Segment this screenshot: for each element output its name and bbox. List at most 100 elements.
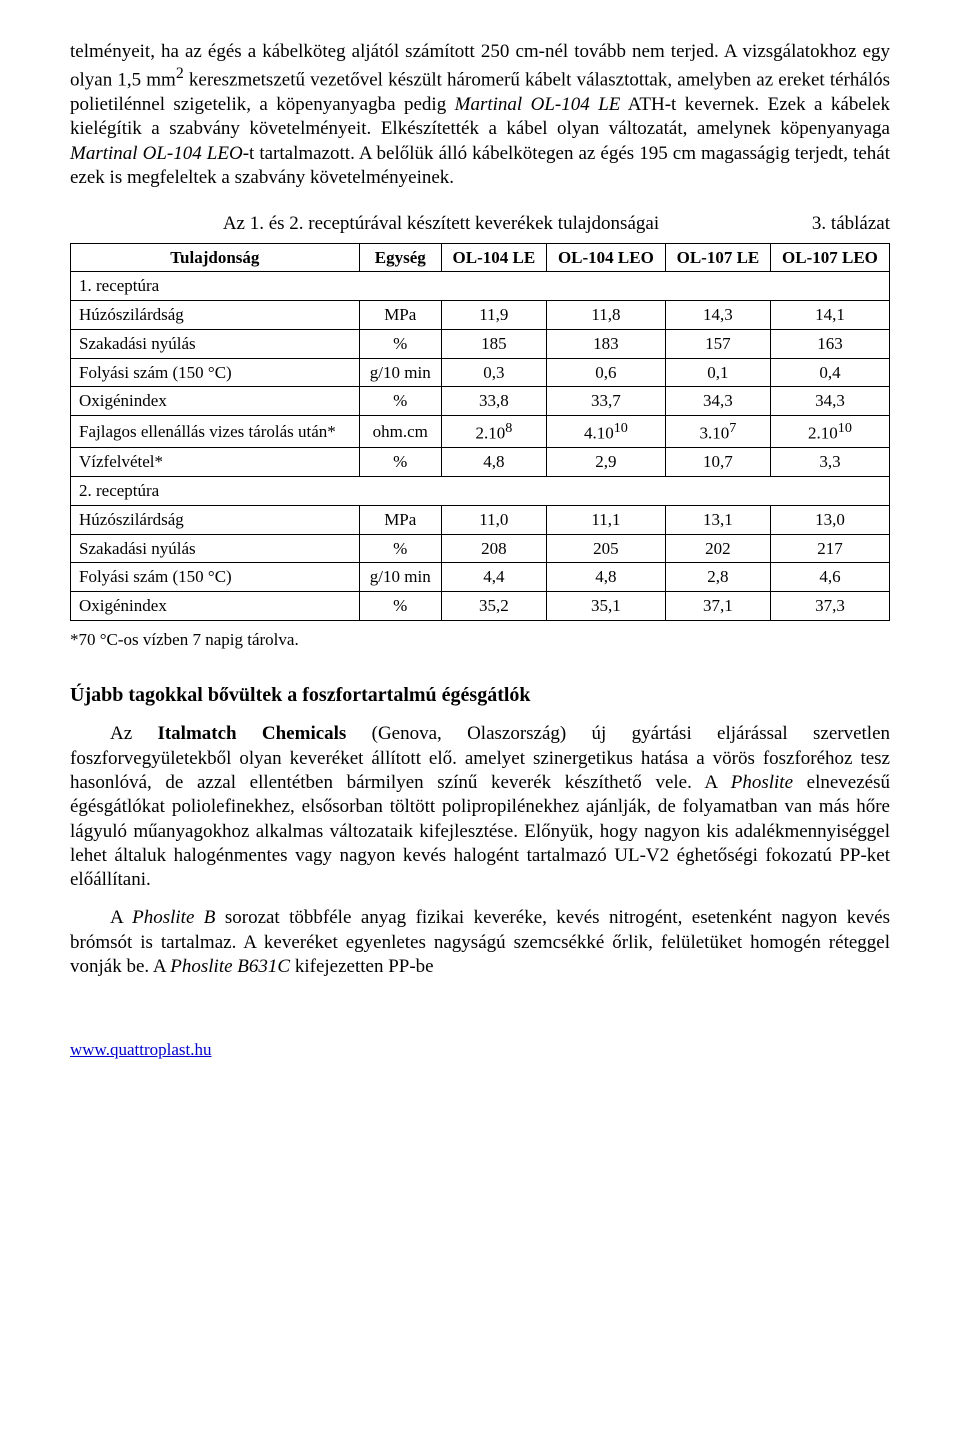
p2-italmatch: Italmatch Chemicals: [157, 723, 346, 744]
cell-label: Folyási szám (150 °C): [71, 563, 360, 592]
p3-e: kifejezetten PP-be: [290, 956, 434, 977]
cell-val: 11,1: [546, 505, 665, 534]
cell-val: 3.107: [665, 416, 770, 448]
cell-val: 4,8: [546, 563, 665, 592]
cell-val: 10,7: [665, 448, 770, 477]
th-ol107le: OL-107 LE: [665, 243, 770, 272]
th-ol104leo: OL-104 LEO: [546, 243, 665, 272]
p3-phoslite-b: Phoslite B: [132, 907, 215, 928]
cell-val: 208: [441, 534, 546, 563]
cell-val: 2.108: [441, 416, 546, 448]
cell-unit: %: [359, 448, 441, 477]
cell-unit: %: [359, 329, 441, 358]
cell-unit: %: [359, 387, 441, 416]
cell-val: 4,4: [441, 563, 546, 592]
cell-val: 0,6: [546, 358, 665, 387]
cell-val: 217: [770, 534, 889, 563]
cell-val: 202: [665, 534, 770, 563]
table-row: Oxigénindex % 33,8 33,7 34,3 34,3: [71, 387, 890, 416]
cell-val: 33,7: [546, 387, 665, 416]
properties-table: Tulajdonság Egység OL-104 LE OL-104 LEO …: [70, 243, 890, 621]
resist-base: 4.10: [584, 424, 614, 443]
cell-val: 0,3: [441, 358, 546, 387]
cell-unit: MPa: [359, 301, 441, 330]
cell-val: 4,6: [770, 563, 889, 592]
cell-unit: g/10 min: [359, 358, 441, 387]
table-row: Húzószilárdság MPa 11,0 11,1 13,1 13,0: [71, 505, 890, 534]
section-2-label: 2. receptúra: [71, 477, 890, 506]
resist-exp: 10: [838, 420, 852, 436]
th-unit: Egység: [359, 243, 441, 272]
cell-unit: %: [359, 534, 441, 563]
cell-unit: %: [359, 592, 441, 621]
cell-label: Szakadási nyúlás: [71, 329, 360, 358]
table-row: Oxigénindex % 35,2 35,1 37,1 37,3: [71, 592, 890, 621]
cell-val: 35,1: [546, 592, 665, 621]
paragraph-1: telményeit, ha az égés a kábelköteg aljá…: [70, 40, 890, 190]
table-section-2: 2. receptúra: [71, 477, 890, 506]
p2-phoslite: Phoslite: [731, 772, 793, 793]
cell-label: Folyási szám (150 °C): [71, 358, 360, 387]
cell-label: Húzószilárdság: [71, 505, 360, 534]
cell-val: 0,4: [770, 358, 889, 387]
table-row: Vízfelvétel* % 4,8 2,9 10,7 3,3: [71, 448, 890, 477]
p1-martinal-1: Martinal OL-104 LE: [455, 94, 621, 115]
cell-unit: g/10 min: [359, 563, 441, 592]
cell-label: Oxigénindex: [71, 592, 360, 621]
table-header-row: Tulajdonság Egység OL-104 LE OL-104 LEO …: [71, 243, 890, 272]
footer-link[interactable]: www.quattroplast.hu: [70, 1039, 890, 1061]
p3-a: A: [110, 907, 132, 928]
cell-val: 4,8: [441, 448, 546, 477]
cell-val: 11,0: [441, 505, 546, 534]
table-row: Szakadási nyúlás % 208 205 202 217: [71, 534, 890, 563]
cell-val: 33,8: [441, 387, 546, 416]
cell-label: Húzószilárdság: [71, 301, 360, 330]
cell-val: 2.1010: [770, 416, 889, 448]
cell-val: 183: [546, 329, 665, 358]
cell-val: 185: [441, 329, 546, 358]
cell-val: 37,1: [665, 592, 770, 621]
table-row: Húzószilárdság MPa 11,9 11,8 14,3 14,1: [71, 301, 890, 330]
section-1-label: 1. receptúra: [71, 272, 890, 301]
table-section-1: 1. receptúra: [71, 272, 890, 301]
cell-label: Oxigénindex: [71, 387, 360, 416]
table-row: Folyási szám (150 °C) g/10 min 0,3 0,6 0…: [71, 358, 890, 387]
table-caption-center: Az 1. és 2. receptúrával készített kever…: [70, 212, 812, 236]
p1-martinal-2: Martinal OL-104 LEO: [70, 143, 243, 164]
cell-val: 2,9: [546, 448, 665, 477]
table-row-resist: Fajlagos ellenállás vizes tárolás után* …: [71, 416, 890, 448]
cell-unit: ohm.cm: [359, 416, 441, 448]
paragraph-2: Az Italmatch Chemicals (Genova, Olaszors…: [70, 722, 890, 892]
cell-val: 14,1: [770, 301, 889, 330]
cell-label: Szakadási nyúlás: [71, 534, 360, 563]
cell-label: Fajlagos ellenállás vizes tárolás után*: [71, 416, 360, 448]
table-footnote: *70 °C-os vízben 7 napig tárolva.: [70, 629, 890, 651]
cell-val: 157: [665, 329, 770, 358]
cell-val: 13,1: [665, 505, 770, 534]
resist-base: 3.10: [700, 424, 730, 443]
th-ol107leo: OL-107 LEO: [770, 243, 889, 272]
page-container: telményeit, ha az égés a kábelköteg aljá…: [0, 0, 960, 1101]
cell-val: 37,3: [770, 592, 889, 621]
p3-phoslite-b631c: Phoslite B631C: [170, 956, 290, 977]
table-caption-row: Az 1. és 2. receptúrával készített kever…: [70, 212, 890, 236]
cell-val: 11,8: [546, 301, 665, 330]
table-caption-right: 3. táblázat: [812, 212, 890, 236]
cell-unit: MPa: [359, 505, 441, 534]
cell-val: 35,2: [441, 592, 546, 621]
cell-val: 205: [546, 534, 665, 563]
resist-exp: 7: [729, 420, 736, 436]
cell-val: 13,0: [770, 505, 889, 534]
cell-val: 34,3: [770, 387, 889, 416]
p1-sup: 2: [176, 65, 184, 82]
table-row: Folyási szám (150 °C) g/10 min 4,4 4,8 2…: [71, 563, 890, 592]
cell-val: 2,8: [665, 563, 770, 592]
cell-val: 4.1010: [546, 416, 665, 448]
resist-exp: 8: [505, 420, 512, 436]
resist-exp: 10: [614, 420, 628, 436]
section-heading: Újabb tagokkal bővültek a foszfortartalm…: [70, 683, 890, 709]
cell-val: 14,3: [665, 301, 770, 330]
paragraph-3: A Phoslite B sorozat többféle anyag fizi…: [70, 906, 890, 979]
table-row: Szakadási nyúlás % 185 183 157 163: [71, 329, 890, 358]
cell-val: 3,3: [770, 448, 889, 477]
